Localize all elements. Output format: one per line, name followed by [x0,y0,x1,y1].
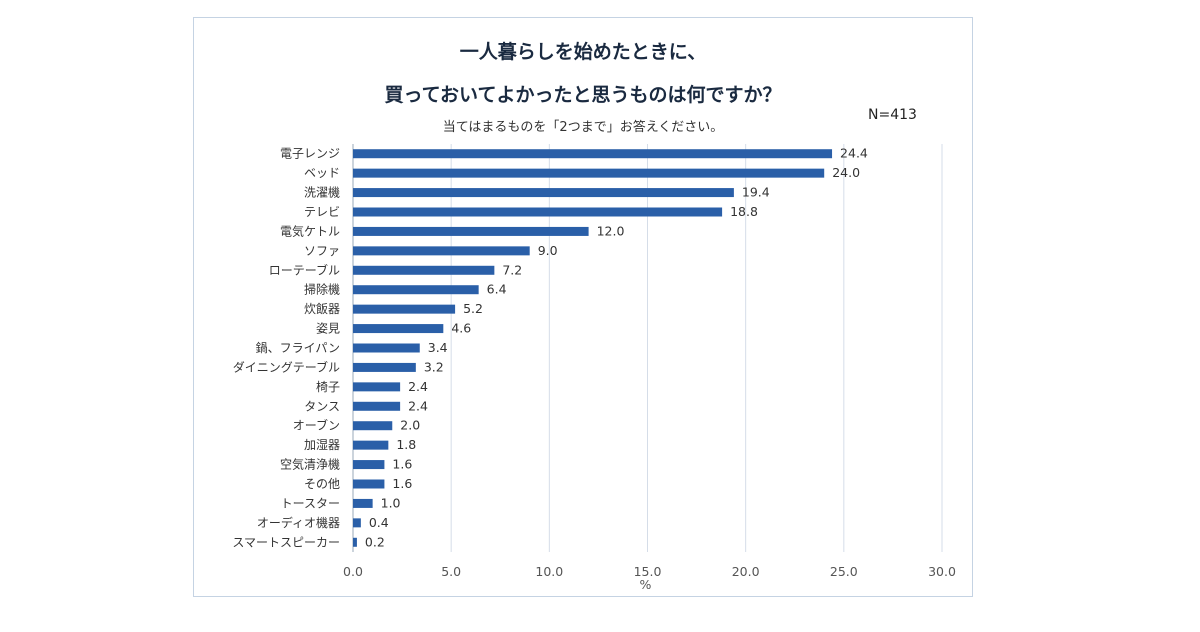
chart-title-line2: 買っておいてよかったと思うものは何ですか？ [384,84,782,106]
chart-frame [193,17,973,597]
bar [353,401,401,411]
value-label: 1.6 [392,457,412,472]
bar [353,207,723,217]
x-tick-label: 10.0 [535,564,563,579]
category-label: 洗濯機 [304,185,340,200]
value-label: 5.2 [463,301,483,316]
category-label: ベッド [304,166,340,180]
value-label: 0.2 [365,534,385,549]
bar [353,479,385,489]
value-label: 19.4 [742,185,770,200]
category-label: 鍋、フライパン [256,340,340,355]
bar [353,460,385,470]
value-label: 2.4 [408,398,428,413]
category-label: ソファ [304,244,340,258]
chart-title-line1: 一人暮らしを始めたときに、 [459,41,707,63]
category-label: ダイニングテーブル [233,359,340,374]
category-label: 電子レンジ [280,147,340,161]
value-label: 1.8 [396,437,416,452]
bar [353,421,393,431]
value-label: 24.4 [840,146,868,161]
category-label: 椅子 [316,380,340,394]
value-label: 4.6 [451,321,471,336]
bar [353,324,444,334]
value-label: 1.0 [381,495,401,510]
x-tick-label: 20.0 [732,564,760,579]
labels: 0.0 5.0 10.0 15.0 20.0 25.0 30.0 電子レンジ 24.4 ベッド 24… [232,146,956,579]
category-label: 空気清浄機 [280,457,340,472]
bar [353,362,416,372]
bar [353,149,833,159]
value-label: 7.2 [502,262,522,277]
category-label: 掃除機 [304,282,340,297]
sample-size-label: N=413 [868,107,917,123]
chart-subtitle: 当てはまるものを「2つまで」お答えください。 [442,120,724,135]
value-label: 18.8 [730,204,758,219]
category-label: オーディオ機器 [257,515,340,530]
category-label: 炊飯器 [304,301,340,316]
value-label: 3.4 [428,340,448,355]
value-label: 2.4 [408,379,428,394]
category-label: 電気ケトル [280,223,340,238]
bar [353,518,361,528]
value-label: 12.0 [597,223,625,238]
bar [353,168,825,178]
value-label: 9.0 [538,243,558,258]
bar [353,265,495,275]
value-label: 3.2 [424,359,444,374]
category-label: タンス [304,399,340,413]
bar [353,246,530,256]
x-axis-label: % [640,577,652,592]
bar [353,382,401,392]
category-label: テレビ [304,205,340,219]
bar [353,498,373,508]
category-label: ローテーブル [269,262,340,277]
category-label: その他 [304,477,340,491]
x-tick-label: 25.0 [830,564,858,579]
bar [353,537,357,547]
bars [353,149,833,547]
category-label: 加湿器 [304,437,340,452]
x-tick-label: 0.0 [343,564,363,579]
category-label: オーブン [293,418,340,433]
x-tick-label: 30.0 [928,564,956,579]
value-label: 24.0 [832,165,860,180]
category-label: スマートスピーカー [232,535,340,549]
value-label: 0.4 [369,515,389,530]
value-label: 6.4 [487,282,507,297]
x-tick-label: 15.0 [634,564,662,579]
bar [353,188,734,198]
category-label: 姿見 [316,322,340,336]
value-label: 1.6 [392,476,412,491]
bar [353,226,589,236]
value-label: 2.0 [400,418,420,433]
bar [353,440,389,450]
bar [353,304,456,314]
bar [353,285,479,295]
bar [353,343,420,353]
x-tick-label: 5.0 [441,564,461,579]
category-label: トースター [281,496,340,510]
